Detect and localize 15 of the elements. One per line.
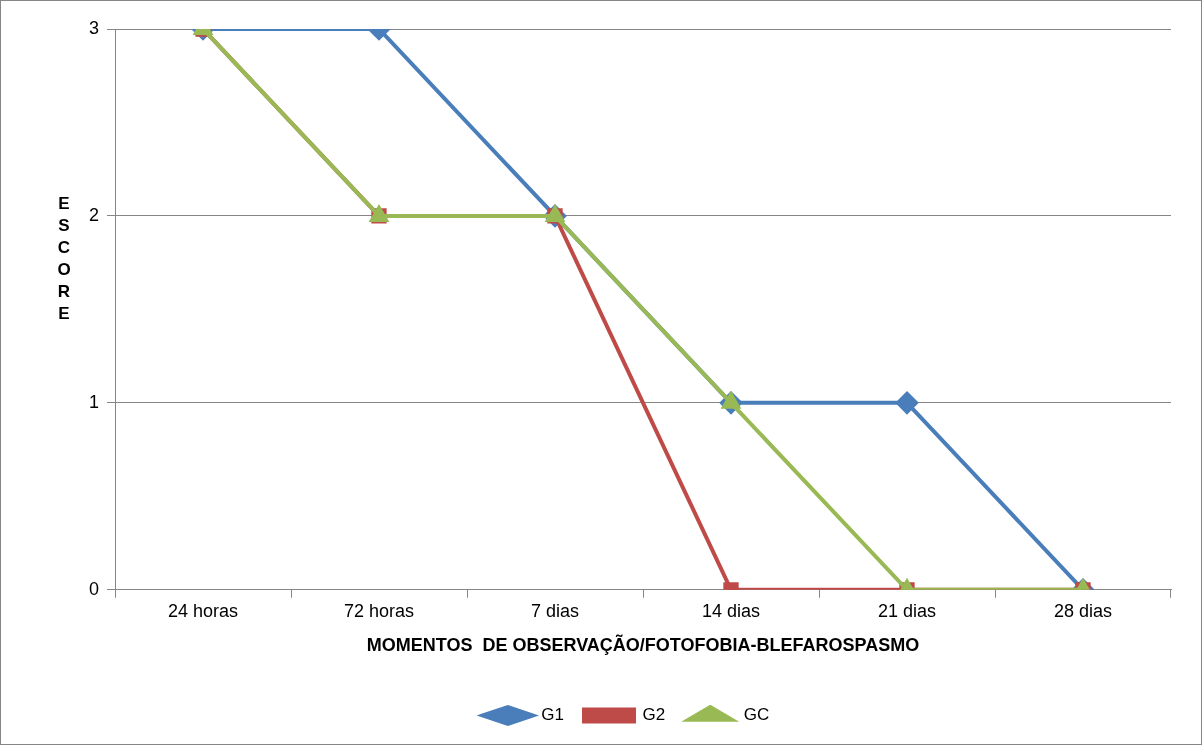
x-tick-label: 24 horas xyxy=(167,600,239,621)
y-tick-label: 1 xyxy=(89,391,100,412)
x-tick-label: 72 horas xyxy=(343,600,415,621)
x-tick-label: 28 dias xyxy=(1053,600,1113,621)
x-tick-label: 21 dias xyxy=(877,600,937,621)
legend-label: GC xyxy=(743,705,770,725)
y-tick-label: 3 xyxy=(89,17,100,38)
y-tick-label: 2 xyxy=(89,204,100,225)
legend-label: G2 xyxy=(642,705,666,725)
legend-label: G1 xyxy=(541,705,565,725)
y-axis-title: ESCORE xyxy=(57,194,71,324)
x-tick-label: 7 dias xyxy=(530,600,580,621)
x-tick-label: 14 dias xyxy=(701,600,761,621)
x-axis-title: MOMENTOS DE OBSERVAÇÃO/FOTOFOBIA-BLEFAROSPASMO xyxy=(366,634,920,656)
y-tick-label: 0 xyxy=(89,578,100,599)
